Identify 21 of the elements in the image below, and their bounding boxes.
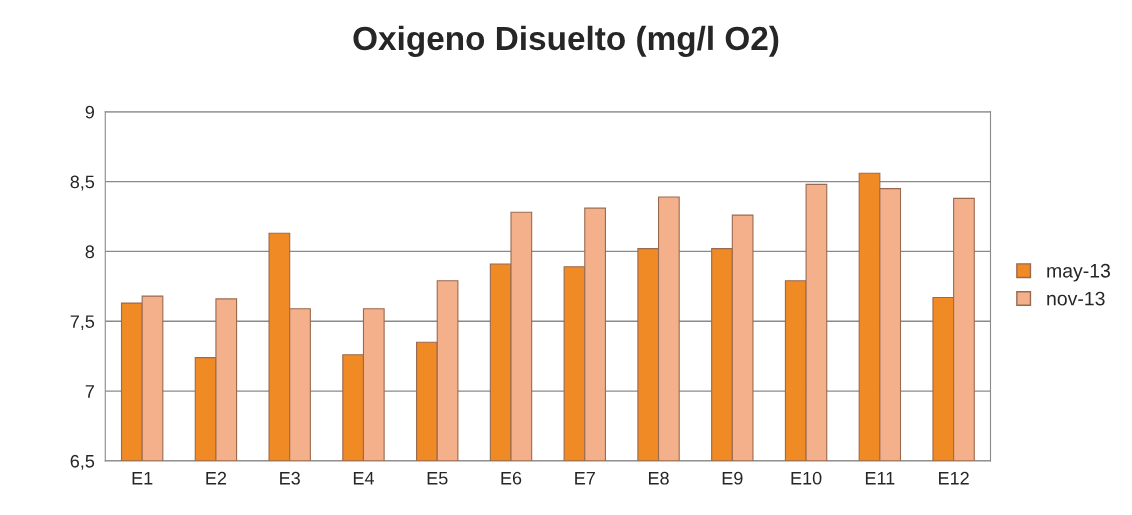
x-tick-label: E10	[791, 471, 822, 485]
x-tick-label: E3	[280, 471, 300, 485]
x-tick-label: E6	[501, 471, 522, 485]
y-tick-label: 8,5	[70, 175, 95, 191]
x-tick-label: E2	[206, 471, 227, 485]
x-tick-label: E4	[353, 472, 374, 485]
legend-label: nov-13	[1047, 291, 1105, 306]
x-tick-label: E12	[939, 471, 969, 485]
y-tick-label: 6,5	[70, 454, 95, 470]
y-tick-label: 9	[85, 105, 94, 119]
x-tick-label: E11	[865, 472, 895, 485]
y-tick-label: 7,5	[70, 315, 95, 331]
y-tick-label: 7	[85, 385, 94, 398]
x-tick-label: E7	[575, 472, 595, 485]
y-tick-label: 8	[85, 245, 95, 259]
x-tick-label: E8	[648, 471, 669, 485]
chart-title: Oxigeno Disuelto (mg/l O2)	[353, 25, 779, 57]
x-tick-label: E5	[427, 472, 448, 485]
legend-label: may-13	[1047, 263, 1110, 282]
x-tick-label: E9	[722, 471, 743, 485]
x-tick-label: E1	[132, 472, 153, 485]
